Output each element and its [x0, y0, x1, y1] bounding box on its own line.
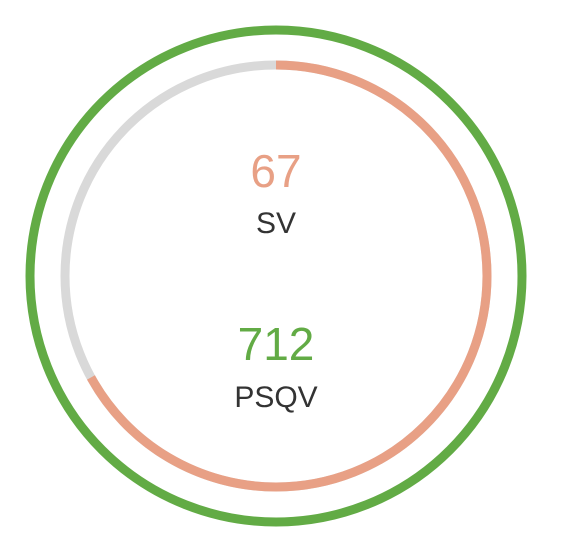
- sv-label: SV: [255, 207, 297, 240]
- psqv-label: PSQV: [234, 381, 318, 414]
- sv-progress-ring: [60, 60, 492, 492]
- psqv-value: 712: [237, 318, 315, 370]
- psqv-outer-ring: [25, 25, 527, 527]
- sv-value: 67: [250, 145, 302, 197]
